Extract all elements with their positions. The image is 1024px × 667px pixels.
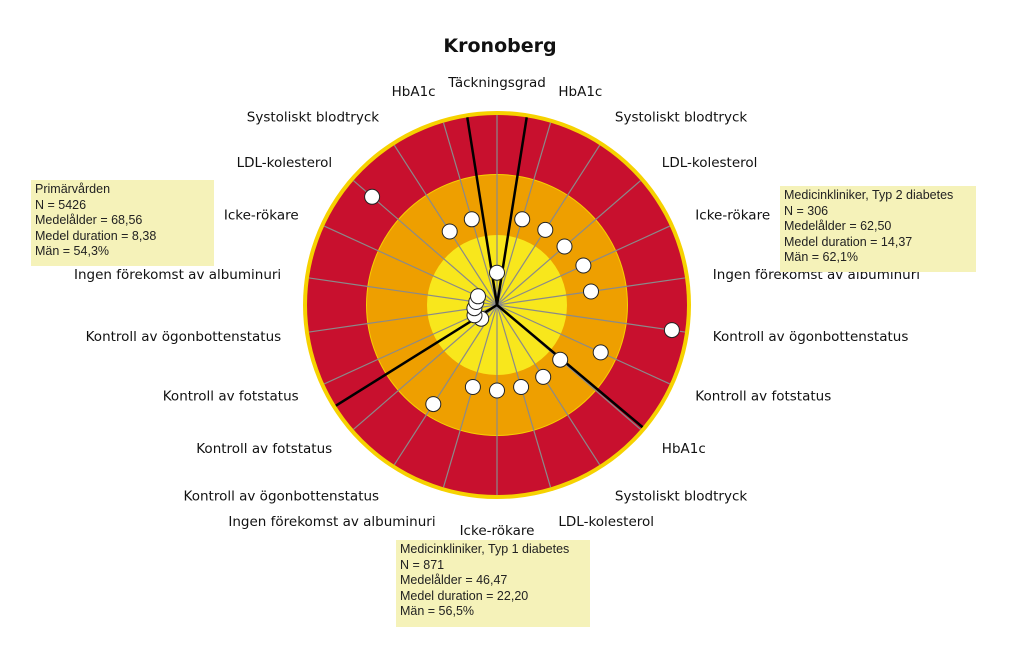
axis-spoke bbox=[496, 304, 686, 333]
axis-spoke bbox=[308, 277, 498, 306]
axis-spoke bbox=[496, 304, 552, 488]
data-point bbox=[489, 264, 505, 281]
data-point bbox=[513, 379, 530, 395]
axis-label: Täckningsgrad bbox=[447, 75, 546, 91]
data-point bbox=[489, 382, 505, 399]
axis-label: Kontroll av ögonbottenstatus bbox=[86, 329, 282, 345]
axis-label: Kontroll av fotstatus bbox=[163, 389, 299, 405]
axis-labels: Täckningsgrad HbA1c Systoliskt blodtryck LD… bbox=[74, 75, 920, 539]
info-box-primarvarden: Primärvården N = 5426 Medelålder = 68,56… bbox=[31, 180, 214, 266]
axis-label: LDL-kolesterol bbox=[558, 514, 654, 530]
data-point bbox=[537, 221, 554, 238]
axis-spoke bbox=[393, 304, 498, 466]
info-line: Medel duration = 8,38 bbox=[35, 228, 157, 243]
axis-label: HbA1c bbox=[662, 441, 706, 457]
axis-label: Icke-rökare bbox=[460, 523, 535, 539]
axis-label: Kontroll av fotstatus bbox=[196, 441, 332, 457]
axis-label: HbA1c bbox=[392, 84, 436, 100]
axis-spoke bbox=[323, 225, 498, 306]
axis-label: Ingen förekomst av albuminuri bbox=[74, 267, 281, 283]
data-point bbox=[364, 188, 381, 205]
info-box-typ1: Medicinkliniker, Typ 1 diabetes N = 871 … bbox=[396, 540, 590, 627]
group-separator bbox=[496, 304, 644, 429]
data-point bbox=[592, 344, 609, 361]
info-box-typ2: Medicinkliniker, Typ 2 diabetes N = 306 … bbox=[780, 186, 976, 272]
chart-title: Kronoberg bbox=[443, 35, 556, 57]
info-line: Medelålder = 46,47 bbox=[400, 573, 508, 587]
data-point bbox=[470, 288, 486, 305]
data-point bbox=[464, 379, 481, 395]
axis-label: Kontroll av ögonbottenstatus bbox=[713, 329, 909, 345]
data-point bbox=[583, 283, 599, 300]
axis-label: Systoliskt blodtryck bbox=[247, 110, 379, 126]
data-point bbox=[463, 211, 480, 228]
data-point bbox=[575, 257, 592, 274]
axis-spoke bbox=[308, 304, 498, 333]
axis-spoke bbox=[496, 304, 671, 385]
info-line: Medelålder = 62,50 bbox=[784, 219, 892, 233]
info-line: Män = 62,1% bbox=[784, 250, 859, 264]
info-line: Medicinkliniker, Typ 1 diabetes bbox=[400, 542, 570, 556]
axis-spoke bbox=[353, 304, 498, 430]
axis-label: Systoliskt blodtryck bbox=[615, 110, 747, 126]
axis-label: Systoliskt blodtryck bbox=[615, 488, 747, 504]
info-line: Primärvården bbox=[35, 182, 111, 196]
axis-label: LDL-kolesterol bbox=[237, 155, 333, 171]
data-points bbox=[364, 188, 680, 413]
axis-label: Kontroll av fotstatus bbox=[695, 389, 831, 405]
axis-spoke bbox=[442, 304, 498, 488]
info-line: N = 306 bbox=[784, 203, 829, 218]
info-line: Medicinkliniker, Typ 2 diabetes bbox=[784, 188, 954, 202]
data-point bbox=[514, 211, 531, 228]
axis-label: Icke-rökare bbox=[695, 207, 770, 223]
data-point bbox=[663, 322, 680, 339]
data-point bbox=[425, 396, 442, 413]
axis-spoke bbox=[496, 304, 601, 466]
data-point bbox=[535, 368, 552, 385]
info-line: N = 5426 bbox=[35, 197, 87, 212]
axis-label: Ingen förekomst av albuminuri bbox=[228, 514, 435, 530]
axis-label: Icke-rökare bbox=[224, 207, 299, 223]
axis-label: HbA1c bbox=[558, 84, 602, 100]
info-line: N = 871 bbox=[400, 557, 445, 572]
info-line: Män = 54,3% bbox=[35, 244, 110, 258]
data-point bbox=[552, 351, 569, 368]
axis-label: Kontroll av ögonbottenstatus bbox=[184, 488, 380, 504]
info-line: Medelålder = 68,56 bbox=[35, 213, 143, 227]
data-point bbox=[556, 238, 573, 255]
info-line: Män = 56,5% bbox=[400, 604, 475, 618]
data-point bbox=[441, 223, 458, 240]
info-line: Medel duration = 14,37 bbox=[784, 234, 913, 249]
axis-label: LDL-kolesterol bbox=[662, 155, 758, 171]
info-line: Medel duration = 22,20 bbox=[400, 588, 529, 603]
